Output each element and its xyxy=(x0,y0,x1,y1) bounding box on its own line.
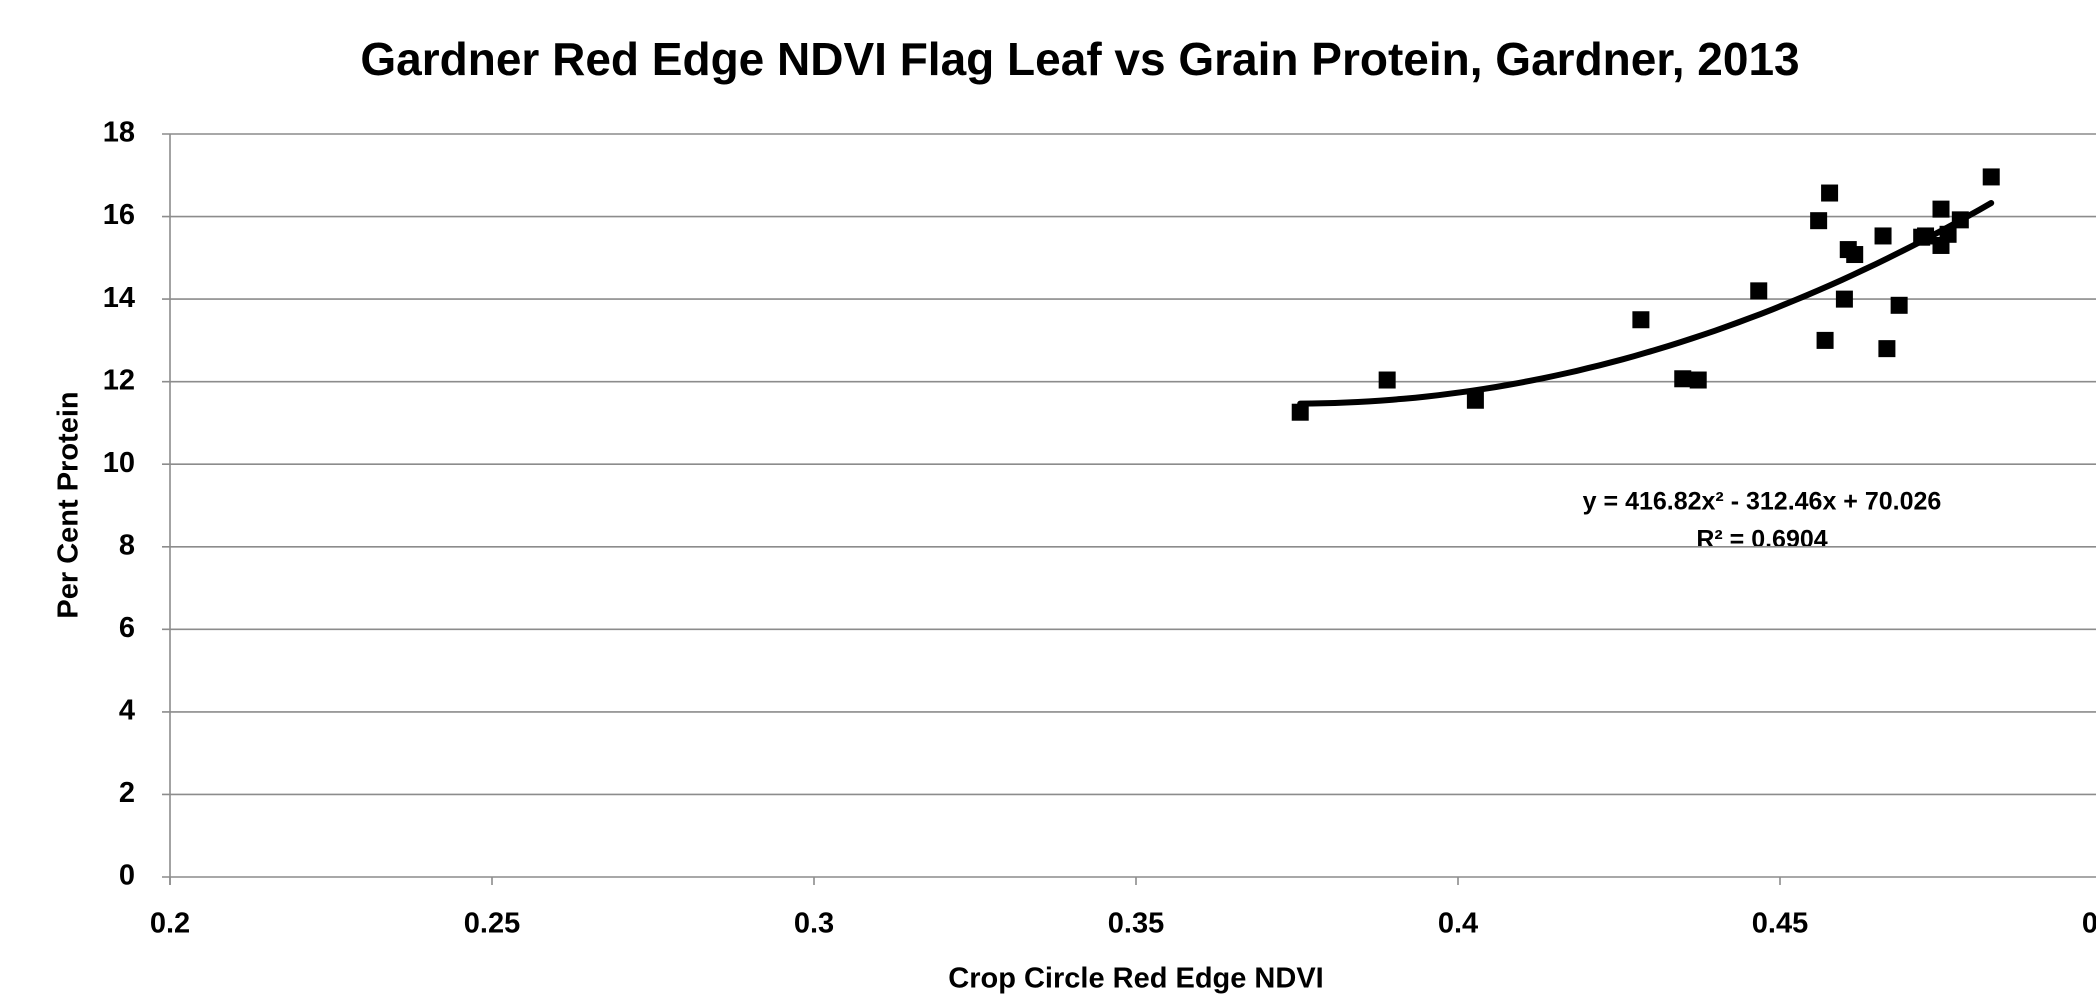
data-point xyxy=(1810,212,1828,230)
y-tick-label: 14 xyxy=(103,282,135,314)
trendline xyxy=(1297,200,1995,407)
data-point xyxy=(1689,371,1707,389)
y-tick-label: 18 xyxy=(103,117,135,149)
data-point xyxy=(1846,246,1864,264)
chart-title: Gardner Red Edge NDVI Flag Leaf vs Grain… xyxy=(360,33,1799,85)
y-tick-label: 6 xyxy=(119,612,135,644)
data-point xyxy=(1291,403,1309,421)
y-axis-title: Per Cent Protein xyxy=(53,391,85,618)
x-tick-label: 0.25 xyxy=(464,908,520,940)
y-tick-label: 2 xyxy=(119,777,135,809)
x-tick-label: 0.3 xyxy=(794,908,834,940)
y-tick-label: 10 xyxy=(103,447,135,479)
x-tick-label: 0.4 xyxy=(1438,908,1478,940)
data-point xyxy=(1835,290,1853,308)
data-point xyxy=(1632,311,1650,329)
y-tick-label: 16 xyxy=(103,199,135,231)
y-tick-label: 0 xyxy=(119,860,135,892)
x-tick-label: 0.35 xyxy=(1108,908,1164,940)
data-point xyxy=(1816,331,1834,349)
trendline-r2: R² = 0.6904 xyxy=(1696,526,1827,554)
data-point xyxy=(1378,371,1396,389)
data-point xyxy=(1878,340,1896,358)
x-axis-title: Crop Circle Red Edge NDVI xyxy=(948,963,1323,995)
y-tick-label: 12 xyxy=(103,364,135,396)
data-point xyxy=(1674,370,1692,388)
x-tick-label: 0.2 xyxy=(150,908,190,940)
y-tick-label: 8 xyxy=(119,529,135,561)
x-tick-label: 0.45 xyxy=(1752,908,1808,940)
y-tick-label: 4 xyxy=(119,695,135,727)
x-tick-label: 0.5 xyxy=(2082,908,2096,940)
data-point xyxy=(1982,168,2000,186)
data-point xyxy=(1750,282,1768,300)
data-point xyxy=(1890,296,1908,314)
data-point xyxy=(1874,227,1892,245)
data-point xyxy=(1466,391,1484,409)
trendline-equation: y = 416.82x² - 312.46x + 70.026 xyxy=(1583,488,1942,516)
data-point xyxy=(1932,200,1950,218)
data-point xyxy=(1821,184,1839,202)
